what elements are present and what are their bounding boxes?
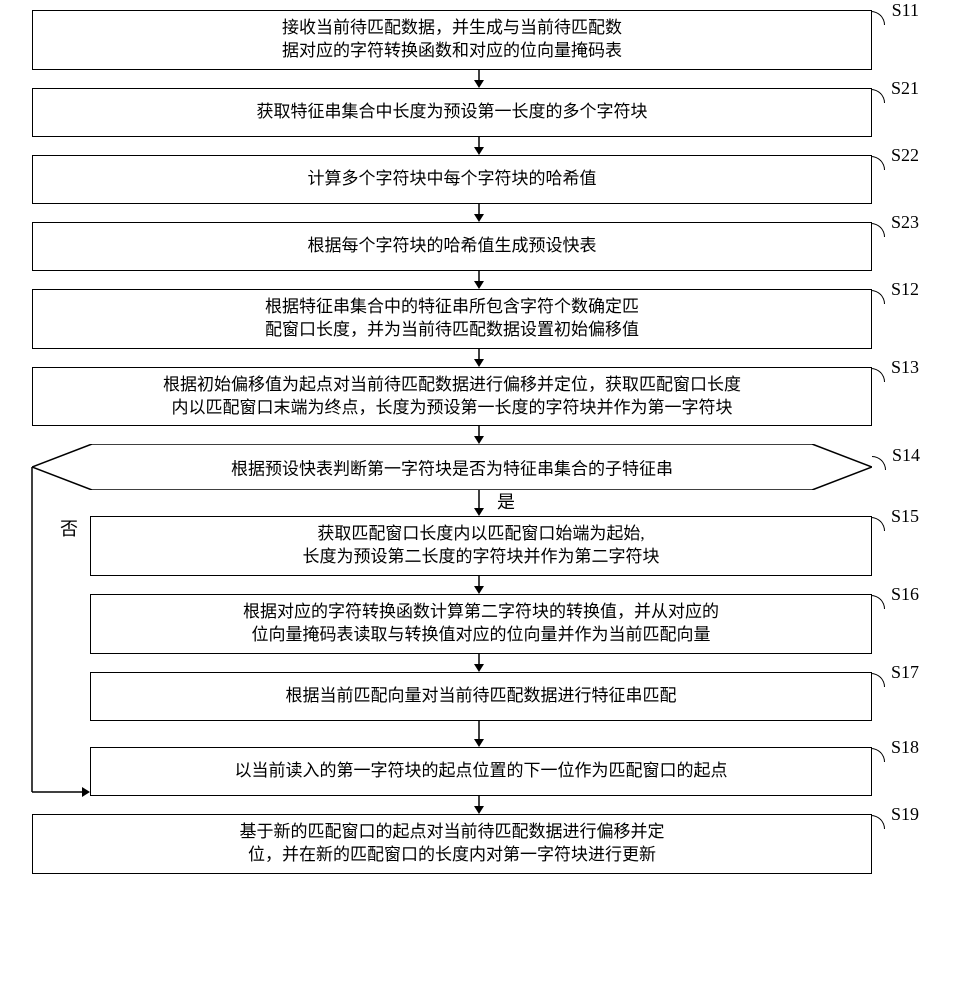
step-text: 获取特征串集合中长度为预设第一长度的多个字符块 [43,101,861,124]
step-s17-row: 根据当前匹配向量对当前待匹配数据进行特征串匹配 S17 [10,672,948,721]
step-text: 接收当前待匹配数据，并生成与当前待匹配数 [43,17,861,40]
step-label: S15 [891,507,919,525]
arrow-down [10,576,948,594]
step-label: S17 [891,663,919,681]
step-label: S21 [891,79,919,97]
step-label: S11 [892,1,919,19]
arrow-down [10,796,948,814]
step-text: 基于新的匹配窗口的起点对当前待匹配数据进行偏移并定 [43,821,861,844]
step-s14-row: 根据预设快表判断第一字符块是否为特征串集合的子特征串 S14 [10,444,948,490]
label-hook [871,748,885,762]
decision-s14: 根据预设快表判断第一字符块是否为特征串集合的子特征串 S14 [32,444,872,490]
label-hook [871,673,885,687]
label-hook [871,815,885,829]
step-s15-row: 获取匹配窗口长度内以匹配窗口始端为起始, 长度为预设第二长度的字符块并作为第二字… [10,516,948,576]
step-text: 获取匹配窗口长度内以匹配窗口始端为起始, [101,523,861,546]
step-s16: 根据对应的字符转换函数计算第二字符块的转换值，并从对应的 位向量掩码表读取与转换… [90,594,872,654]
step-s17: 根据当前匹配向量对当前待匹配数据进行特征串匹配 S17 [90,672,872,721]
step-s12: 根据特征串集合中的特征串所包含字符个数确定匹 配窗口长度，并为当前待匹配数据设置… [32,289,872,349]
step-text: 位，并在新的匹配窗口的长度内对第一字符块进行更新 [43,844,861,867]
step-text: 配窗口长度，并为当前待匹配数据设置初始偏移值 [43,319,861,342]
label-hook [871,156,885,170]
step-s22: 计算多个字符块中每个字符块的哈希值 S22 [32,155,872,204]
step-s18: 以当前读入的第一字符块的起点位置的下一位作为匹配窗口的起点 S18 [90,747,872,796]
arrow-down [10,654,948,672]
decision-text: 根据预设快表判断第一字符块是否为特征串集合的子特征串 [32,455,872,480]
step-s19: 基于新的匹配窗口的起点对当前待匹配数据进行偏移并定 位，并在新的匹配窗口的长度内… [32,814,872,874]
step-s13-row: 根据初始偏移值为起点对当前待匹配数据进行偏移并定位，获取匹配窗口长度 内以匹配窗… [10,367,948,427]
step-text: 位向量掩码表读取与转换值对应的位向量并作为当前匹配向量 [101,624,861,647]
step-s16-row: 根据对应的字符转换函数计算第二字符块的转换值，并从对应的 位向量掩码表读取与转换… [10,594,948,654]
step-s11-row: 接收当前待匹配数据，并生成与当前待匹配数 据对应的字符转换函数和对应的位向量掩码… [10,10,948,70]
branch-yes-label: 是 [497,488,515,514]
arrow-down [10,271,948,289]
step-text: 根据当前匹配向量对当前待匹配数据进行特征串匹配 [101,685,861,708]
step-text: 长度为预设第二长度的字符块并作为第二字符块 [101,546,861,569]
label-hook [871,290,885,304]
step-text: 根据特征串集合中的特征串所包含字符个数确定匹 [43,296,861,319]
arrow-down [10,137,948,155]
step-label: S19 [891,805,919,823]
step-text: 以当前读入的第一字符块的起点位置的下一位作为匹配窗口的起点 [101,760,861,783]
label-hook [871,517,885,531]
step-label: S14 [892,446,920,464]
step-s21: 获取特征串集合中长度为预设第一长度的多个字符块 S21 [32,88,872,137]
label-hook [872,456,886,470]
step-s22-row: 计算多个字符块中每个字符块的哈希值 S22 [10,155,948,204]
arrow-down [10,204,948,222]
step-s18-row: 以当前读入的第一字符块的起点位置的下一位作为匹配窗口的起点 S18 [10,747,948,796]
step-label: S12 [891,280,919,298]
step-s12-row: 根据特征串集合中的特征串所包含字符个数确定匹 配窗口长度，并为当前待匹配数据设置… [10,289,948,349]
step-text: 据对应的字符转换函数和对应的位向量掩码表 [43,40,861,63]
step-label: S16 [891,585,919,603]
step-text: 根据每个字符块的哈希值生成预设快表 [43,235,861,258]
step-s21-row: 获取特征串集合中长度为预设第一长度的多个字符块 S21 [10,88,948,137]
label-hook [871,223,885,237]
step-text: 内以匹配窗口末端为终点，长度为预设第一长度的字符块并作为第一字符块 [43,397,861,420]
step-s23-row: 根据每个字符块的哈希值生成预设快表 S23 [10,222,948,271]
label-hook [871,595,885,609]
step-label: S18 [891,738,919,756]
label-hook [871,368,885,382]
step-text: 根据对应的字符转换函数计算第二字符块的转换值，并从对应的 [101,601,861,624]
step-s13: 根据初始偏移值为起点对当前待匹配数据进行偏移并定位，获取匹配窗口长度 内以匹配窗… [32,367,872,427]
step-text: 根据初始偏移值为起点对当前待匹配数据进行偏移并定位，获取匹配窗口长度 [43,374,861,397]
step-s23: 根据每个字符块的哈希值生成预设快表 S23 [32,222,872,271]
flowchart-container: 接收当前待匹配数据，并生成与当前待匹配数 据对应的字符转换函数和对应的位向量掩码… [10,10,948,874]
arrow-down [10,721,948,747]
step-s19-row: 基于新的匹配窗口的起点对当前待匹配数据进行偏移并定 位，并在新的匹配窗口的长度内… [10,814,948,874]
step-s11: 接收当前待匹配数据，并生成与当前待匹配数 据对应的字符转换函数和对应的位向量掩码… [32,10,872,70]
label-hook [871,11,885,25]
branch-labels: 是 否 [10,490,948,516]
step-label: S22 [891,146,919,164]
arrow-down [10,426,948,444]
label-hook [871,89,885,103]
arrow-down [10,70,948,88]
step-text: 计算多个字符块中每个字符块的哈希值 [43,168,861,191]
step-label: S23 [891,213,919,231]
step-label: S13 [891,358,919,376]
step-s15: 获取匹配窗口长度内以匹配窗口始端为起始, 长度为预设第二长度的字符块并作为第二字… [90,516,872,576]
arrow-down [10,349,948,367]
